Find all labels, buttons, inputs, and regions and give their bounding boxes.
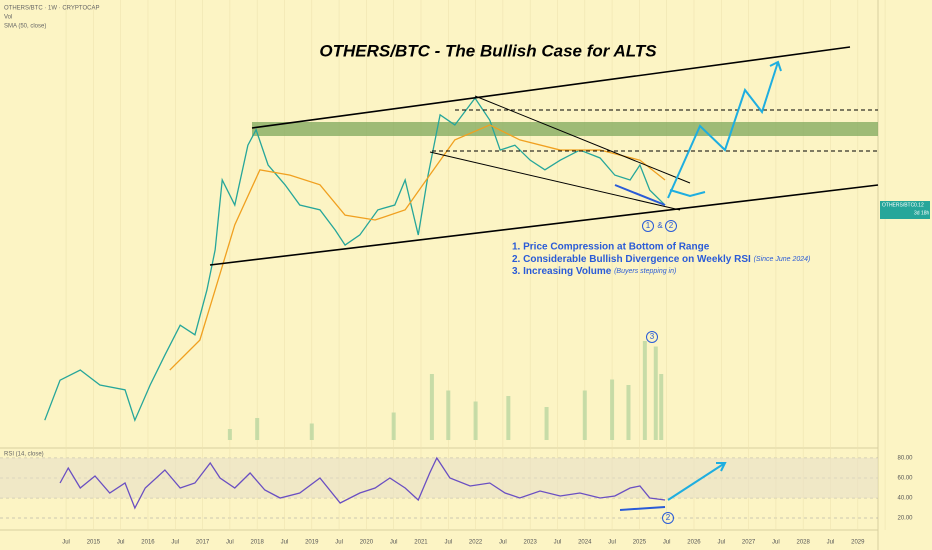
- x-tick-label: 2016: [141, 540, 155, 546]
- volume-bar: [227, 429, 232, 440]
- series-line: [59, 456, 666, 510]
- annotation-text: 2. Considerable Bullish Divergence on We…: [512, 254, 751, 265]
- x-tick-label: 2026: [687, 540, 701, 546]
- grid: [0, 0, 886, 530]
- annotation: 1. Price Compression at Bottom of Range: [512, 242, 710, 253]
- x-tick-label: Jul: [554, 540, 562, 546]
- volume-bar: [626, 385, 631, 440]
- y-tick-label: 40.00: [897, 496, 913, 502]
- x-tick-label: 2018: [250, 540, 264, 546]
- x-tick-label: Jul: [335, 540, 343, 546]
- x-tick-label: Jul: [117, 540, 125, 546]
- rsi-divergence-line: [619, 506, 666, 511]
- volume-bar: [429, 374, 434, 440]
- marker-circle: [665, 220, 677, 232]
- price-tag-box: [880, 201, 930, 219]
- x-tick-label: 2015: [87, 540, 101, 546]
- series-line: [169, 124, 666, 371]
- channel-lower: [209, 184, 879, 266]
- price-tag-countdown: 3d 18h: [914, 210, 930, 216]
- annotation-text: 3. Increasing Volume: [512, 266, 612, 277]
- annotation: 3. Increasing Volume (Buyers stepping in…: [512, 266, 676, 277]
- x-tick-label: 2019: [305, 540, 319, 546]
- x-tick-label: 2029: [851, 540, 865, 546]
- y-tick-label: 60.00: [897, 476, 913, 482]
- resistance-zone: [252, 122, 878, 136]
- volume-bar: [506, 396, 511, 440]
- volume-bar: [659, 374, 664, 440]
- projection-path: [669, 189, 706, 198]
- chart-title: OTHERS/BTC - The Bullish Case for ALTS: [319, 41, 657, 60]
- projection-path: [667, 61, 779, 199]
- volume-bar: [391, 412, 396, 440]
- x-tick-label: Jul: [827, 540, 835, 546]
- volume-bar: [610, 379, 615, 440]
- price-tag-value: 0.12: [914, 202, 924, 208]
- volume-bar: [544, 407, 549, 440]
- annotation: 2. Considerable Bullish Divergence on We…: [512, 254, 810, 265]
- marker: 2: [666, 513, 671, 522]
- volume-bar: [255, 418, 260, 440]
- annotation-note: (Buyers stepping in): [614, 268, 676, 275]
- x-tick-label: Jul: [226, 540, 234, 546]
- x-tick-label: 2028: [797, 540, 811, 546]
- x-tick-label: Jul: [171, 540, 179, 546]
- x-tick-label: 2027: [742, 540, 756, 546]
- x-tick-label: Jul: [444, 540, 452, 546]
- channel-upper: [251, 46, 851, 129]
- y-tick-label: 20.00: [897, 516, 913, 522]
- arrow-head: [716, 462, 727, 472]
- series-line: [44, 96, 666, 423]
- marker: 3: [650, 332, 655, 341]
- x-tick-label: Jul: [663, 540, 671, 546]
- x-tick-label: Jul: [772, 540, 780, 546]
- drawings: [44, 96, 666, 510]
- x-tick-label: 2024: [578, 540, 592, 546]
- x-tick-label: 2023: [524, 540, 538, 546]
- x-tick-label: 2021: [414, 540, 428, 546]
- x-tick-label: 2020: [360, 540, 374, 546]
- divergence-line: [614, 184, 666, 206]
- marker: 2: [669, 221, 674, 230]
- x-tick-label: 2025: [633, 540, 647, 546]
- volume-bar: [446, 390, 451, 440]
- x-tick-label: 2017: [196, 540, 210, 546]
- x-tick-label: Jul: [499, 540, 507, 546]
- rsi-arrow: [667, 462, 726, 501]
- symbol-label: OTHERS/BTC · 1W · CRYPTOCAP: [4, 6, 99, 12]
- wedge-lower: [429, 151, 681, 211]
- x-tick-label: Jul: [62, 540, 70, 546]
- x-tick-label: Jul: [281, 540, 289, 546]
- rsi-band: [0, 458, 878, 498]
- wedge-upper: [474, 95, 691, 184]
- marker: &: [657, 221, 663, 230]
- marker-circle: [646, 331, 658, 343]
- marker-circle: [642, 220, 654, 232]
- sma-label: SMA (50, close): [4, 24, 46, 30]
- rsi-label: RSI (14, close): [4, 452, 44, 458]
- x-tick-label: Jul: [608, 540, 616, 546]
- y-tick-label: 80.00: [897, 456, 913, 462]
- marker: 1: [646, 221, 651, 230]
- volume-bar: [642, 341, 647, 440]
- x-tick-label: Jul: [717, 540, 725, 546]
- volume-bar: [473, 401, 478, 440]
- volume-bar: [653, 346, 658, 440]
- x-tick-label: Jul: [390, 540, 398, 546]
- volume-bar: [309, 423, 314, 440]
- price-tag-label: OTHERS/BTC: [882, 202, 915, 208]
- annotation-note: (Since June 2024): [754, 256, 811, 263]
- x-tick-label: 2022: [469, 540, 483, 546]
- marker-circle: [662, 512, 674, 524]
- volume-label: Vol: [4, 15, 12, 21]
- volume-bar: [582, 390, 587, 440]
- arrow-head: [769, 60, 782, 72]
